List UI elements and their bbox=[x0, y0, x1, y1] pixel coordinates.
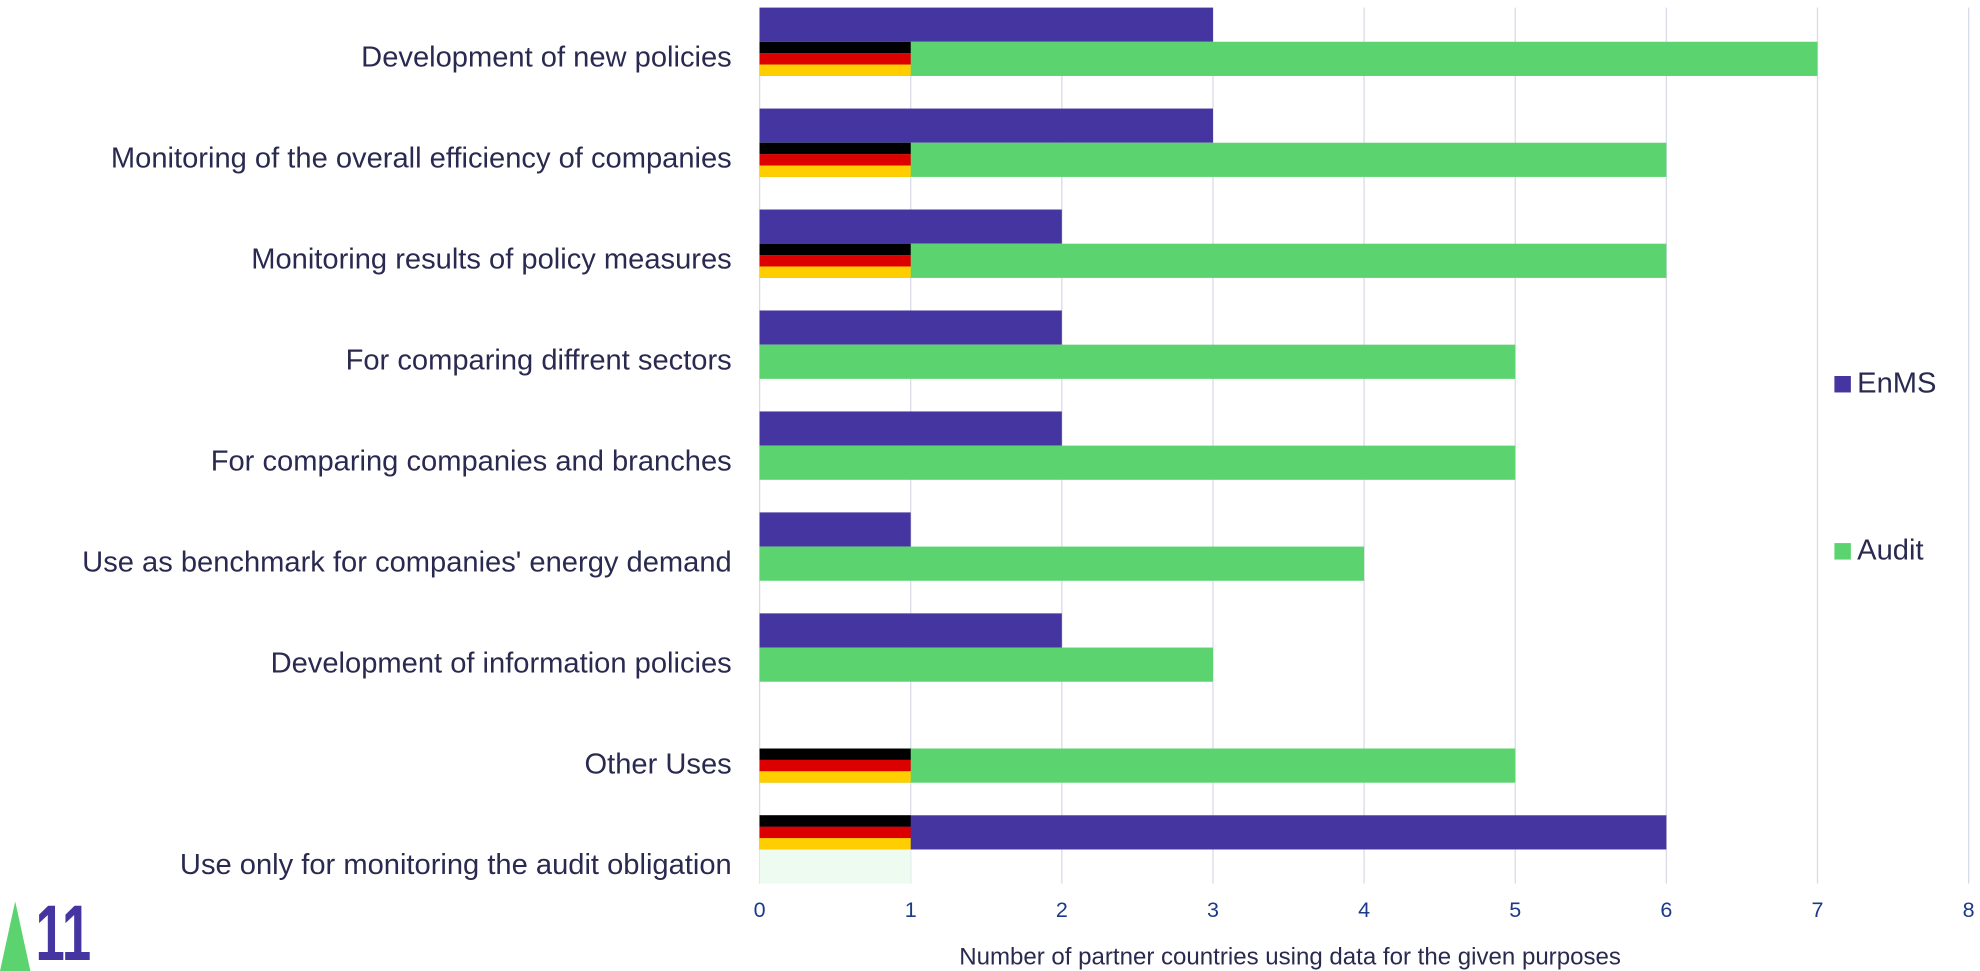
flag-stripe bbox=[759, 759, 911, 772]
bar bbox=[759, 546, 1365, 581]
x-tick-label: 3 bbox=[1207, 898, 1219, 922]
flag-stripe bbox=[759, 748, 911, 760]
bar bbox=[759, 41, 1818, 76]
logo-triangle bbox=[0, 901, 31, 971]
flag-stripe bbox=[759, 771, 911, 783]
flag-stripe bbox=[759, 64, 911, 76]
flag-stripe bbox=[759, 826, 911, 839]
x-tick-label: 6 bbox=[1660, 898, 1672, 922]
bar bbox=[759, 108, 1213, 143]
logo: 11 bbox=[0, 889, 91, 971]
x-tick-label: 4 bbox=[1358, 898, 1370, 922]
x-axis-title: Number of partner countries using data f… bbox=[959, 944, 1621, 971]
y-tick-label: For comparing diffrent sectors bbox=[346, 344, 732, 376]
legend-swatch bbox=[1834, 375, 1851, 393]
flag-stripe bbox=[759, 838, 911, 850]
y-tick-label: Monitoring results of policy measures bbox=[251, 243, 732, 275]
flag-stripe bbox=[759, 815, 911, 827]
y-tick-label: For comparing companies and branches bbox=[211, 445, 732, 477]
logo-text: 11 bbox=[35, 889, 91, 971]
y-tick-label: Monitoring of the overall efficiency of … bbox=[111, 143, 732, 175]
flag-stripe bbox=[759, 243, 911, 256]
x-tick-label: 1 bbox=[905, 898, 917, 922]
bar bbox=[759, 7, 1213, 42]
bar bbox=[759, 411, 1062, 446]
flag-stripe bbox=[759, 142, 911, 155]
flag-stripe bbox=[759, 154, 911, 166]
flag-stripe bbox=[759, 255, 911, 267]
x-tick-label: 8 bbox=[1963, 898, 1975, 922]
bar bbox=[759, 647, 1213, 682]
flag-stripe bbox=[759, 41, 911, 54]
flag-stripe bbox=[759, 266, 911, 278]
flag-stripe bbox=[759, 53, 911, 65]
highlight bbox=[759, 849, 911, 884]
bar bbox=[759, 344, 1516, 379]
bar bbox=[759, 512, 911, 547]
bar bbox=[759, 445, 1516, 480]
y-tick-label: Use as benchmark for companies' energy d… bbox=[82, 546, 732, 578]
x-tick-label: 2 bbox=[1056, 898, 1068, 922]
y-tick-label: Other Uses bbox=[585, 748, 732, 780]
legend-swatch bbox=[1834, 543, 1851, 560]
legend-label: EnMS bbox=[1857, 368, 1936, 400]
y-tick-label: Use only for monitoring the audit obliga… bbox=[180, 849, 732, 881]
y-tick-label: Development of new policies bbox=[361, 42, 732, 74]
x-tick-label: 5 bbox=[1509, 898, 1521, 922]
y-tick-label: Development of information policies bbox=[271, 647, 732, 679]
bar bbox=[759, 613, 1062, 648]
legend-label: Audit bbox=[1857, 535, 1923, 567]
bar bbox=[759, 310, 1062, 345]
x-tick-label: 7 bbox=[1811, 898, 1823, 922]
x-tick-label: 0 bbox=[754, 898, 766, 922]
bar bbox=[759, 209, 1062, 244]
flag-stripe bbox=[759, 165, 911, 177]
